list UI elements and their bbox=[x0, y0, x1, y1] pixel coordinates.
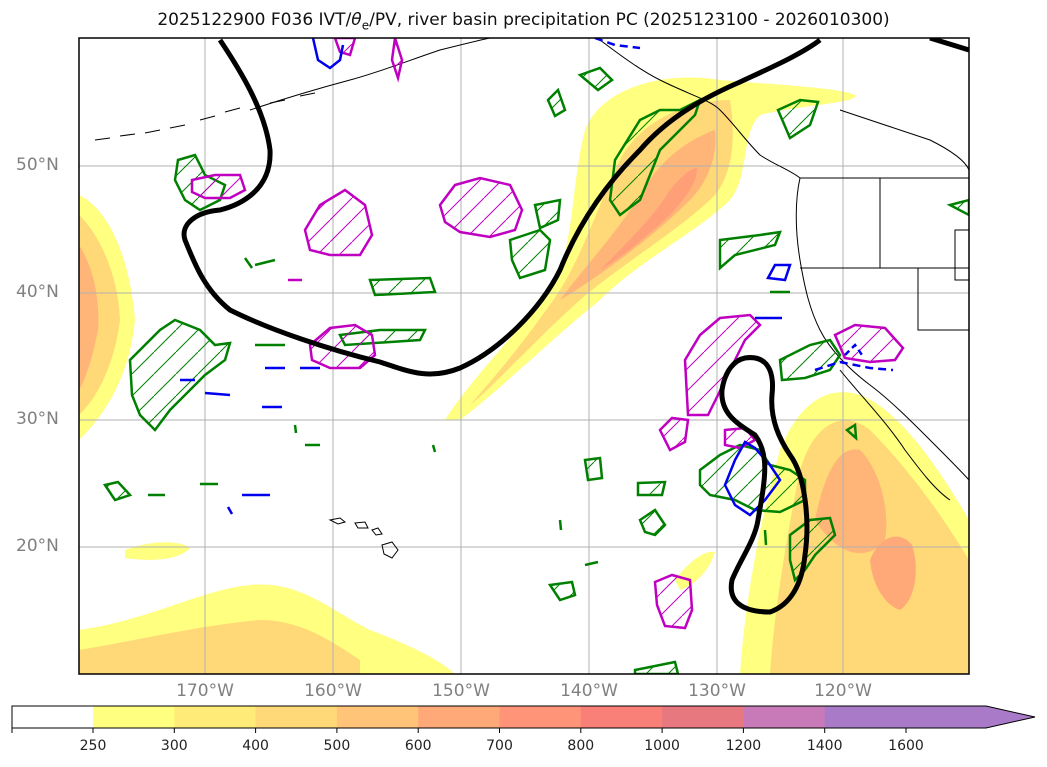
blue-contours bbox=[180, 38, 894, 517]
green-5 bbox=[508, 228, 552, 280]
colorbar-segment-6 bbox=[580, 706, 663, 728]
green-11 bbox=[776, 98, 820, 140]
green-17 bbox=[547, 580, 577, 602]
colorbar-segment-9 bbox=[824, 706, 1035, 728]
colorbar-label-250: 250 bbox=[79, 738, 107, 754]
green-6 bbox=[533, 198, 562, 230]
green-18 bbox=[102, 480, 133, 502]
ivt-west-high bbox=[79, 245, 99, 390]
blue-1 bbox=[723, 440, 782, 517]
green-16 bbox=[583, 456, 604, 482]
green-20 bbox=[946, 198, 969, 217]
green-19 bbox=[636, 480, 667, 497]
lon-label-170w: 170°W bbox=[176, 681, 234, 701]
blue-5 bbox=[844, 343, 864, 356]
colorbar-label-1600: 1600 bbox=[888, 738, 924, 754]
blue-4 bbox=[814, 360, 894, 372]
lat-label-20n: 20°N bbox=[16, 536, 59, 556]
ivt-plume-high bbox=[560, 130, 716, 300]
colorbar-tick-marks bbox=[11, 728, 907, 733]
colorbar-label-1400: 1400 bbox=[806, 738, 843, 754]
colorbar-label-1200: 1200 bbox=[725, 738, 762, 754]
colorbar-segment-2 bbox=[255, 706, 338, 728]
blue-3 bbox=[766, 263, 792, 282]
lat-label-30n: 30°N bbox=[16, 409, 59, 429]
blue-6 bbox=[594, 38, 641, 50]
alaska-coast bbox=[249, 38, 491, 111]
pv-8 bbox=[833, 323, 905, 364]
green-21 bbox=[633, 660, 680, 674]
pv-11 bbox=[333, 38, 357, 57]
bc-coast bbox=[599, 39, 969, 481]
ivt-south-mid bbox=[79, 620, 360, 674]
pv-7 bbox=[653, 573, 694, 630]
colorbar-segment-8 bbox=[743, 706, 826, 728]
colorbar-label-800: 800 bbox=[567, 738, 595, 754]
theta-e-fragments bbox=[148, 257, 858, 567]
colorbar-segment-5 bbox=[499, 706, 582, 728]
hawaii-3 bbox=[371, 527, 383, 536]
colorbar-segment-7 bbox=[662, 706, 744, 728]
colorbar-label-1000: 1000 bbox=[644, 738, 680, 754]
pv-10 bbox=[390, 38, 404, 83]
green-12 bbox=[778, 338, 842, 382]
thick-contour bbox=[181, 38, 969, 615]
lat-label-50n: 50°N bbox=[16, 155, 59, 175]
green-9 bbox=[546, 87, 567, 118]
colorbar-segment-3 bbox=[336, 706, 419, 728]
lon-label-120w: 120°W bbox=[814, 681, 872, 701]
colorbar-segment-1 bbox=[174, 706, 257, 728]
green-3 bbox=[368, 276, 437, 297]
green-2 bbox=[128, 318, 232, 432]
baja-peninsula bbox=[839, 369, 951, 501]
green-10 bbox=[718, 230, 782, 271]
lat-label-40n: 40°N bbox=[16, 282, 59, 302]
ivt-shading bbox=[79, 77, 969, 674]
thick-loop bbox=[719, 355, 810, 615]
state-border-3 bbox=[917, 268, 969, 331]
pv-2 bbox=[303, 188, 374, 257]
plot-frame bbox=[78, 37, 970, 675]
graticule bbox=[79, 38, 969, 674]
green-8 bbox=[577, 66, 614, 92]
chart-title: 2025122900 F036 IVT/θe/PV, river basin p… bbox=[157, 10, 890, 33]
pv-5 bbox=[683, 313, 762, 417]
colorbar-segment-0 bbox=[93, 706, 175, 728]
pv-3 bbox=[438, 176, 524, 239]
green-15 bbox=[638, 508, 667, 537]
hawaii-4 bbox=[381, 541, 399, 559]
ivt-plume-peak bbox=[600, 168, 697, 270]
lon-label-150w: 150°W bbox=[432, 681, 490, 701]
colorbar-segment-4 bbox=[418, 706, 500, 728]
colorbar-label-600: 600 bbox=[404, 738, 432, 754]
coastlines bbox=[94, 38, 969, 559]
canada-interior bbox=[839, 109, 969, 171]
colorbar bbox=[12, 706, 1035, 728]
hawaii-1 bbox=[328, 517, 347, 525]
pv-6 bbox=[658, 416, 690, 452]
colorbar-label-500: 500 bbox=[323, 738, 351, 754]
state-border-4 bbox=[954, 229, 969, 281]
lon-label-160w: 160°W bbox=[304, 681, 362, 701]
pv-1 bbox=[190, 173, 247, 200]
plot-area bbox=[79, 38, 969, 674]
green-7 bbox=[608, 97, 703, 217]
blue-2 bbox=[311, 38, 345, 70]
hawaii-2 bbox=[354, 521, 369, 529]
colorbar-frame bbox=[11, 705, 1036, 729]
colorbar-label-300: 300 bbox=[160, 738, 188, 754]
ivt-se-peak bbox=[870, 536, 916, 610]
thick-line-main bbox=[181, 38, 822, 377]
lon-label-140w: 140°W bbox=[560, 681, 618, 701]
ivt-plume-outer bbox=[445, 77, 856, 420]
colorbar-label-700: 700 bbox=[486, 738, 513, 754]
thick-line-north bbox=[929, 38, 969, 53]
colorbar-label-400: 400 bbox=[242, 738, 269, 754]
aleutians bbox=[94, 92, 316, 141]
lon-label-130w: 130°W bbox=[688, 681, 746, 701]
